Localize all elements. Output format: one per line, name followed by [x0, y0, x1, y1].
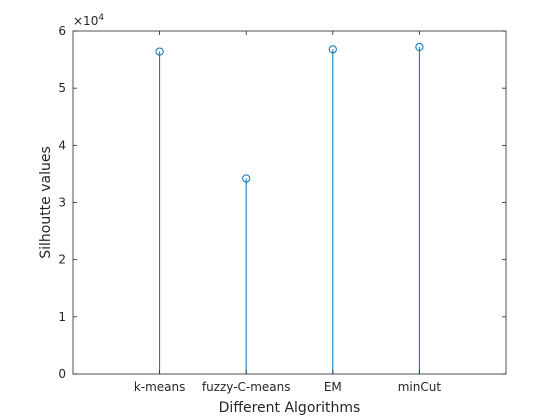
y-exponent-power: 4	[98, 13, 104, 23]
x-tick-label: minCut	[398, 380, 442, 394]
y-tick-label: 0	[58, 367, 66, 381]
y-exponent-base: ×10	[73, 14, 98, 28]
y-tick-label: 6	[58, 24, 66, 38]
y-tick-label: 1	[58, 310, 66, 324]
y-tick-label: 4	[58, 138, 66, 152]
y-tick-label: 3	[58, 196, 66, 210]
y-tick-label: 5	[58, 81, 66, 95]
y-axis-label: Silhoutte values	[38, 146, 54, 259]
x-tick-label: k-means	[134, 380, 186, 394]
x-axis-label: Different Algorithms	[219, 400, 361, 416]
x-tick-label: fuzzy-C-means	[202, 380, 291, 394]
plot-area	[73, 31, 506, 374]
y-tick-label: 2	[58, 253, 66, 267]
y-axis-exponent: ×104	[73, 13, 104, 28]
x-tick-label: EM	[324, 380, 342, 394]
